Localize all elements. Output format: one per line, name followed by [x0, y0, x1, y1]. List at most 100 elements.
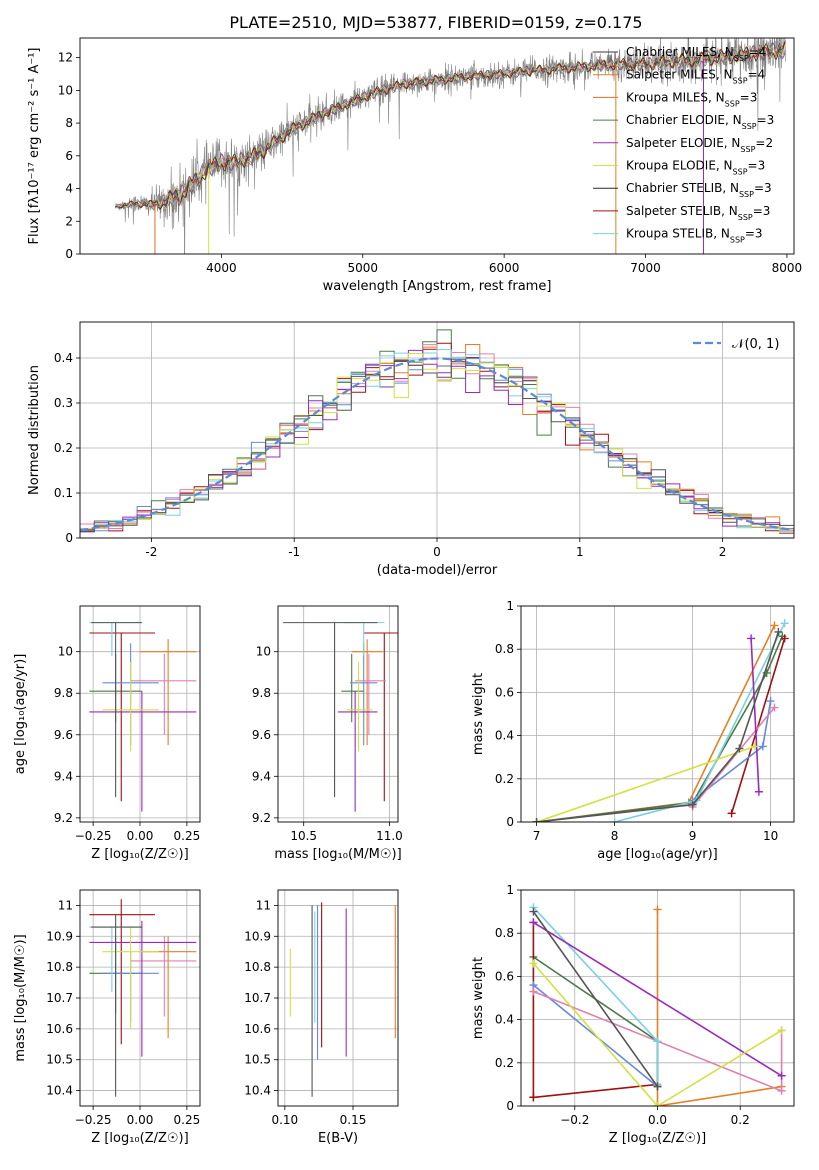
frame-mass_vs_ebv: 0.10 0.15 10.4 10.5 10.6 10.7 10.8 10.9 11 E(B-V) — [244, 889, 399, 1146]
y-tick-label: 0.4 — [54, 351, 73, 365]
y-tick-label: 0.8 — [495, 926, 514, 940]
y-tick-label: 0.4 — [495, 1013, 514, 1027]
x-tick-label: 0.25 — [174, 1113, 201, 1127]
legend-entry: Salpeter ELODIE, NSSP=2 — [626, 136, 773, 154]
axes-weight_vs_Z: −0.2 0.0 0.2 0 0.2 0.4 0.6 0.8 1 Z [log₁₀(Z/Z☉)] m… — [471, 883, 795, 1146]
axes-spectrum: 4000 5000 6000 7000 8000 0 2 4 6 8 10 12 wavelength … — [27, 37, 803, 294]
legend-entry: Kroupa STELIB, NSSP=3 — [626, 227, 763, 245]
frame-spectrum: 4000 5000 6000 7000 8000 0 2 4 6 8 10 12 wavelength … — [27, 37, 803, 294]
x-tick-label: 0.00 — [127, 829, 154, 843]
weight-point-marker — [529, 1093, 538, 1102]
errorbar-point — [351, 639, 383, 746]
y-tick-label: 10.9 — [46, 929, 73, 943]
x-tick-label: 8000 — [772, 261, 803, 275]
axes-frame — [520, 605, 795, 823]
frame-age_vs_Z: −0.25 0.00 0.25 9.2 9.4 9.6 9.8 10 Z [log₁₀(Z/Z☉… — [13, 605, 201, 862]
x-tick-label: 9 — [689, 829, 697, 843]
errorbar-point — [341, 653, 364, 723]
x-axis-label: E(B-V) — [318, 1131, 358, 1146]
errorbar-point — [363, 632, 398, 802]
weight-point-marker — [529, 959, 538, 968]
weight-point-marker — [780, 634, 789, 643]
plot-area-mass_vs_Z — [89, 899, 197, 1097]
errorbar-point — [89, 632, 155, 802]
x-axis-label: (data-model)/error — [377, 563, 498, 578]
frame-residuals: -2 -1 0 1 2 0 0.1 0.2 0.3 0.4 (data-model)/error No… — [27, 321, 795, 578]
weight-point-marker — [777, 1086, 786, 1095]
weight-point-marker — [653, 1102, 662, 1106]
y-tick-label: 0.1 — [54, 486, 73, 500]
weight-point-marker — [747, 634, 756, 643]
weight-point-marker — [780, 619, 789, 628]
errorbar-point — [283, 622, 378, 798]
errorbar-point — [102, 927, 159, 1029]
weight-series-line — [532, 921, 783, 1077]
spectrum-model-line — [115, 43, 786, 210]
errorbar-point — [89, 920, 197, 1057]
y-tick-label: 4 — [65, 182, 73, 196]
legend-entry: Salpeter MILES, NSSP=4 — [626, 68, 765, 86]
legend-entry: Chabrier ELODIE, NSSP=3 — [626, 113, 774, 131]
x-axis-label: Z [log₁₀(Z/Z☉)] — [91, 847, 188, 862]
weight-point-marker — [770, 703, 779, 712]
spectrum-model-line — [115, 41, 786, 210]
frame-weight_vs_age: 7 8 9 10 0 0.2 0.4 0.6 0.8 1 age [log₁₀(age/yr)] ma… — [471, 599, 795, 862]
errorbar-point — [140, 639, 197, 746]
x-tick-label: −0.25 — [75, 1113, 112, 1127]
plot-area-spectrum — [115, 38, 786, 254]
weight-point-marker — [770, 621, 779, 630]
y-tick-label: 9.8 — [252, 686, 271, 700]
spectrum-data-line — [115, 38, 786, 254]
legend-entry: Kroupa MILES, NSSP=3 — [626, 90, 757, 108]
axes-weight_vs_age: 7 8 9 10 0 0.2 0.4 0.6 0.8 1 age [log₁₀(age/yr)] ma… — [471, 599, 795, 862]
x-tick-label: 2 — [719, 545, 727, 559]
weight-point-marker — [777, 1026, 786, 1035]
weight-series-line — [750, 638, 760, 792]
weight-point-marker — [758, 742, 767, 751]
y-tick-label: 0.4 — [495, 729, 514, 743]
errorbar-point — [89, 691, 197, 812]
weight-series-line — [536, 745, 756, 822]
y-tick-label: 0.2 — [495, 1056, 514, 1070]
axes-mass_vs_ebv: 0.10 0.15 10.4 10.5 10.6 10.7 10.8 10.9 11 E(B-V) — [244, 889, 399, 1146]
y-axis-label: mass weight — [471, 957, 486, 1039]
weight-series-line — [536, 625, 776, 822]
errorbar-point — [91, 622, 142, 798]
y-tick-label: 10 — [256, 645, 271, 659]
weight-point-marker — [777, 1071, 786, 1080]
y-tick-label: 10.4 — [244, 1084, 271, 1098]
y-tick-label: 1 — [506, 883, 514, 897]
y-tick-label: 9.2 — [252, 811, 271, 825]
y-tick-label: 0.6 — [495, 685, 514, 699]
y-tick-label: 9.6 — [54, 728, 73, 742]
weight-point-marker — [754, 787, 763, 796]
weight-point-marker — [529, 907, 538, 916]
histogram-step — [80, 358, 794, 533]
y-tick-label: 10.8 — [244, 960, 271, 974]
errorbar-point — [91, 914, 142, 1097]
x-tick-label: 0.15 — [340, 1113, 367, 1127]
weight-point-marker — [653, 905, 662, 914]
y-tick-label: 0.3 — [54, 396, 73, 410]
weight-point-marker — [610, 818, 619, 822]
y-tick-label: 9.4 — [252, 769, 271, 783]
y-tick-label: 10.7 — [244, 991, 271, 1005]
legend-entry: Chabrier STELIB, NSSP=3 — [626, 181, 772, 199]
y-axis-label: age [log₁₀(age/yr)] — [13, 654, 28, 775]
axes-mass_vs_Z: −0.25 0.00 0.25 10.4 10.5 10.6 10.7 10.8 10.9 11 Z… — [13, 889, 201, 1146]
y-tick-label: 10.4 — [46, 1084, 73, 1098]
y-axis-label: mass weight — [471, 673, 486, 755]
x-tick-label: 0.2 — [731, 1113, 750, 1127]
weight-series-line — [691, 706, 776, 808]
histogram-step — [80, 349, 794, 531]
plot-area-weight_vs_Z — [529, 903, 786, 1106]
y-tick-label: 10.6 — [46, 1022, 73, 1036]
x-tick-label: −0.25 — [75, 829, 112, 843]
spectrum-legend: Chabrier MILES, NSSP=4 Salpeter MILES, NS… — [593, 45, 774, 244]
x-tick-label: 7 — [533, 829, 541, 843]
x-axis-label: age [log₁₀(age/yr)] — [597, 847, 718, 862]
y-tick-label: 0.2 — [54, 441, 73, 455]
y-axis-label: Normed distribution — [27, 365, 42, 495]
x-tick-label: 5000 — [347, 261, 378, 275]
